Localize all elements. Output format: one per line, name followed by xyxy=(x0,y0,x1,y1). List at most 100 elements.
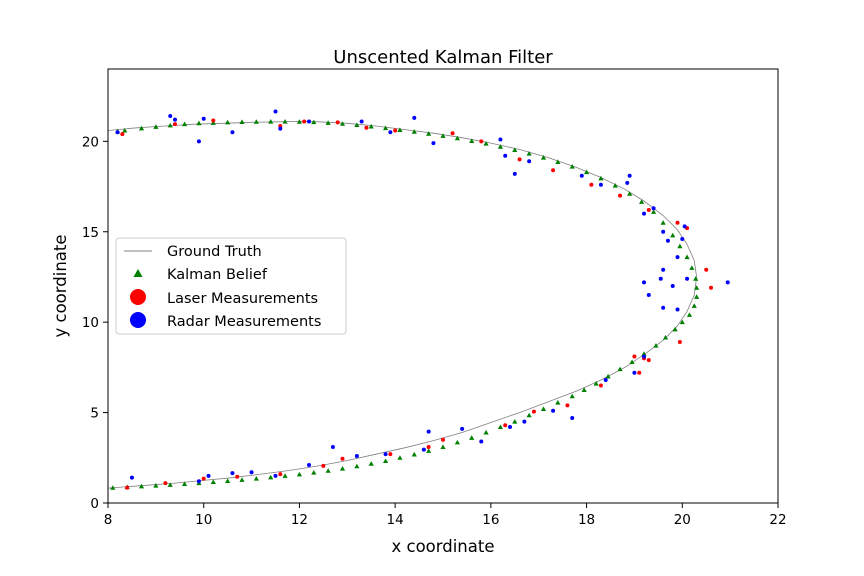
kalman-belief-point xyxy=(454,439,460,445)
kalman-belief-point xyxy=(239,477,245,482)
radar-measurements-point xyxy=(632,370,637,375)
radar-measurements-point xyxy=(359,119,364,124)
radar-measurements-point xyxy=(460,426,465,431)
radar-measurements-point xyxy=(512,171,517,176)
kalman-belief-point xyxy=(225,119,231,125)
radar-measurements-point xyxy=(642,211,646,216)
kalman-belief-point xyxy=(512,419,518,424)
laser-measurements-point xyxy=(302,119,307,124)
laser-measurements-point xyxy=(503,423,508,428)
x-axis-label: x coordinate xyxy=(391,537,494,556)
radar-measurements-point xyxy=(115,130,120,135)
laser-measurements-point xyxy=(450,131,455,136)
kalman-belief-point xyxy=(225,478,231,483)
kalman-belief-point xyxy=(138,125,145,131)
kalman-belief-point xyxy=(368,123,374,129)
kalman-belief-point xyxy=(122,127,128,133)
kalman-belief-point xyxy=(555,159,561,164)
radar-measurements-point xyxy=(307,119,311,124)
y-axis: 0 5 10 15 20 xyxy=(82,134,108,512)
kalman-belief-point xyxy=(368,461,374,466)
kalman-belief-point xyxy=(689,265,695,270)
kalman-belief-point xyxy=(686,312,693,317)
kalman-belief-point xyxy=(684,254,690,260)
kalman-belief-point xyxy=(639,199,645,204)
kalman-belief-point xyxy=(629,359,635,364)
legend-ground-truth-label: Ground Truth xyxy=(167,244,262,260)
radar-measurements-point xyxy=(642,354,646,359)
radar-measurements-point xyxy=(230,471,235,476)
kalman-belief-point xyxy=(253,119,259,124)
kalman-belief-point xyxy=(354,463,360,469)
kalman-belief-point xyxy=(593,381,599,386)
radar-measurements-point xyxy=(627,173,632,178)
kalman-belief-point xyxy=(662,334,669,340)
kalman-belief-point xyxy=(339,466,346,471)
radar-measurements-point xyxy=(249,470,254,475)
kalman-belief-point xyxy=(581,387,587,392)
kalman-belief-point xyxy=(627,191,633,196)
laser-measurements-point xyxy=(211,118,216,123)
radar-measurements-point xyxy=(388,130,393,135)
laser-measurements-point xyxy=(565,403,570,408)
radar-measurements-point xyxy=(412,115,417,120)
kalman-belief-point xyxy=(691,303,697,308)
x-tick-label: 10 xyxy=(195,512,212,528)
y-tick-label: 15 xyxy=(82,225,99,241)
kalman-belief-point xyxy=(196,120,202,126)
kalman-belief-point xyxy=(555,400,561,405)
radar-measurements-point xyxy=(196,479,201,484)
radar-measurements-point xyxy=(661,267,666,272)
laser-measurements-point xyxy=(531,409,536,414)
kalman-belief-point xyxy=(210,479,216,485)
radar-measurements-point xyxy=(665,238,670,243)
kalman-belief-point xyxy=(440,444,446,449)
kalman-belief-point xyxy=(268,474,274,480)
kalman-belief-point xyxy=(325,120,331,125)
kalman-belief-point xyxy=(653,343,659,348)
kalman-belief-point xyxy=(311,470,317,475)
laser-measurements-point xyxy=(163,481,168,486)
kalman-belief-point xyxy=(469,138,475,143)
kalman-belief-point xyxy=(672,326,678,332)
kalman-belief-point xyxy=(181,481,188,487)
kalman-belief-point xyxy=(677,243,683,249)
kalman-belief-point xyxy=(483,429,489,435)
laser-measurements-point xyxy=(321,463,326,468)
radar-measurements-point xyxy=(551,408,556,413)
kalman-belief-point xyxy=(311,119,317,125)
laser-measurements-point xyxy=(235,474,240,479)
kalman-belief-point xyxy=(670,232,676,238)
kalman-belief-point xyxy=(641,351,647,356)
laser-measurements-point xyxy=(125,485,130,490)
kalman-belief-point xyxy=(679,319,685,325)
kalman-belief-point xyxy=(268,119,274,124)
kalman-belief-point xyxy=(569,393,575,399)
laser-measurements-point xyxy=(632,354,637,359)
radar-measurements-point xyxy=(426,429,431,434)
legend-kalman-belief-label: Kalman Belief xyxy=(167,267,268,283)
kalman-belief-point xyxy=(598,175,604,181)
laser-measurements-point xyxy=(598,383,603,388)
laser-measurements-point xyxy=(201,476,206,481)
x-tick-label: 12 xyxy=(291,512,308,528)
radar-measurements-point xyxy=(330,444,335,449)
kalman-belief-point xyxy=(660,220,666,225)
radar-measurements-point xyxy=(431,141,436,146)
laser-measurements-point xyxy=(646,208,651,213)
x-tick-label: 18 xyxy=(578,512,595,528)
radar-measurements-point xyxy=(196,139,201,144)
kalman-belief-point xyxy=(153,124,159,129)
laser-measurements-point xyxy=(388,452,393,457)
laser-measurements-point xyxy=(618,193,623,198)
kalman-belief-point xyxy=(454,135,460,141)
x-axis: 8 10 12 14 16 18 20 22 xyxy=(104,503,787,528)
axes-frame xyxy=(107,68,779,504)
radar-measurements-point xyxy=(421,447,426,452)
radar-measurements-point xyxy=(383,452,388,457)
laser-measurements-point xyxy=(441,437,445,442)
radar-measurements-point xyxy=(201,116,206,121)
legend-laser-label: Laser Measurements xyxy=(167,291,318,307)
radar-measurements-point xyxy=(508,425,512,430)
laser-measurements-point xyxy=(517,157,522,162)
